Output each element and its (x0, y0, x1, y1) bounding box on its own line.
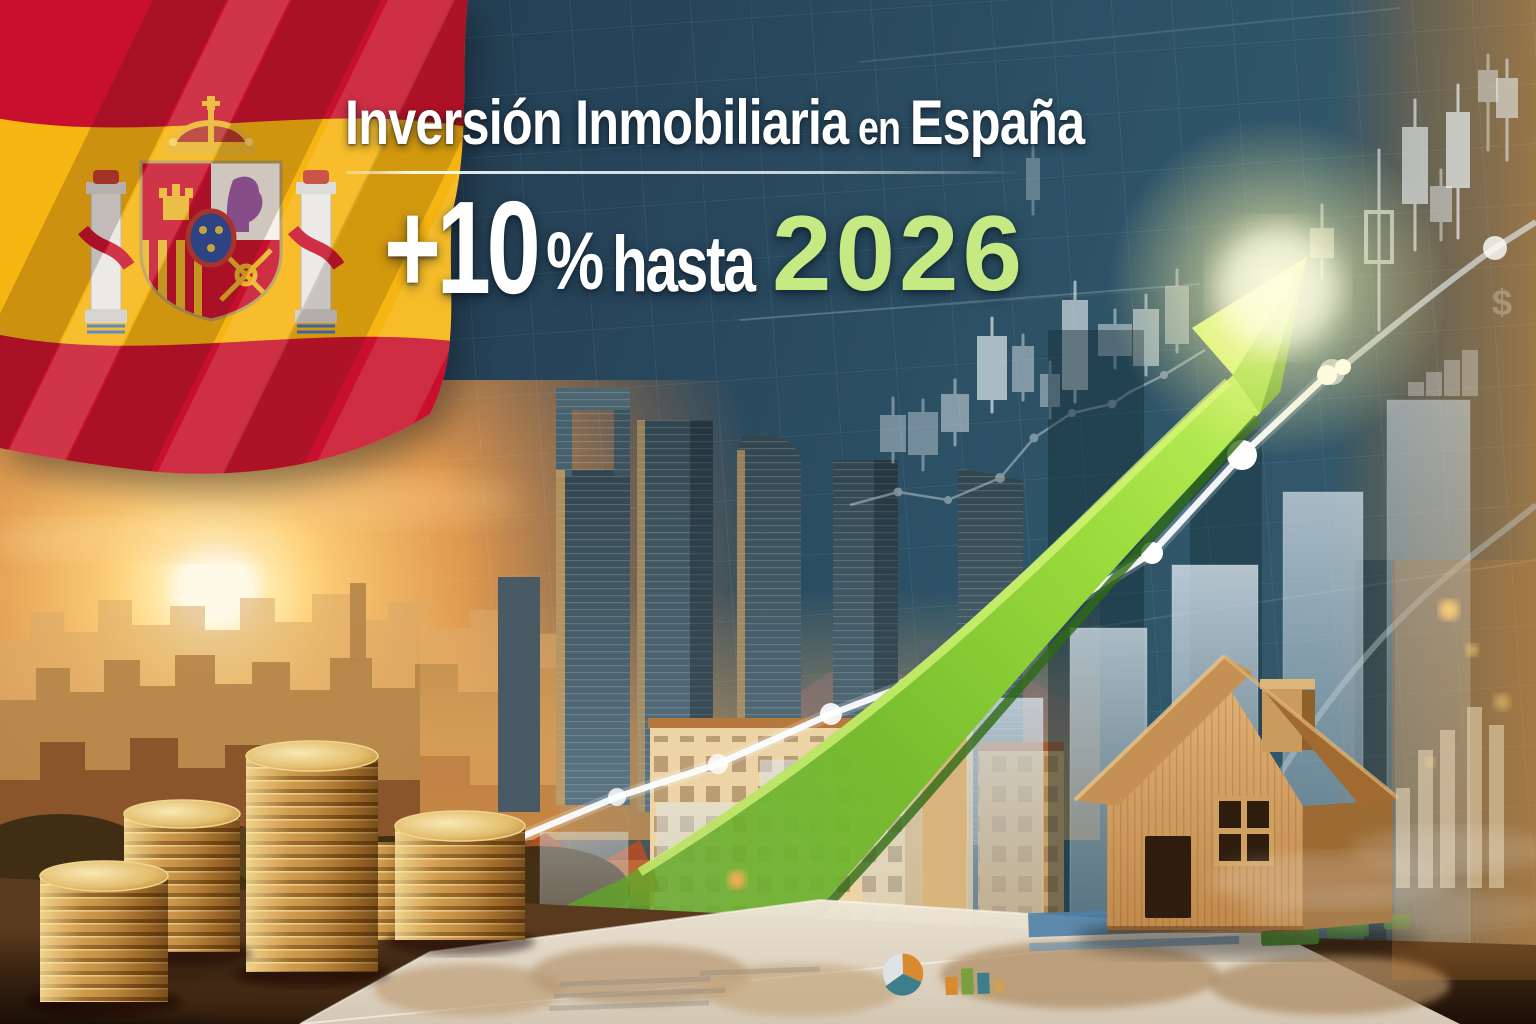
house-door (1145, 836, 1191, 918)
bokeh-light (728, 871, 746, 889)
dollar-icon: $ (1492, 282, 1512, 323)
mini-bar-chart-icon (945, 968, 1006, 996)
mist (1210, 828, 1536, 936)
house-window (1214, 796, 1274, 866)
trend-dot (608, 788, 626, 806)
coin-stack (234, 740, 390, 987)
pillar-icon (287, 170, 345, 334)
spain-flag (0, 0, 468, 474)
candlestick (1026, 142, 1040, 216)
castle-icon (159, 184, 193, 220)
trend-dot (708, 754, 728, 774)
house-roof-left (1075, 656, 1252, 806)
pie-chart-icon (883, 953, 924, 996)
flag-red-top (0, 0, 468, 128)
coin-stack (26, 860, 182, 1015)
trend-dot (1483, 236, 1507, 260)
crown-icon (167, 96, 255, 155)
flag-shield (139, 160, 283, 322)
flag-red-bottom (0, 334, 468, 474)
trend-dot (820, 703, 842, 725)
coin-stacks (26, 740, 535, 1015)
lion-icon (226, 176, 263, 232)
doc-text-lines (549, 966, 820, 1012)
flag-folds (0, 0, 468, 474)
right-atmosphere (1210, 560, 1536, 980)
pillar-icon (77, 170, 135, 334)
coin-stack (385, 810, 535, 955)
tower (498, 388, 630, 812)
flag-coat-of-arms (77, 96, 345, 334)
